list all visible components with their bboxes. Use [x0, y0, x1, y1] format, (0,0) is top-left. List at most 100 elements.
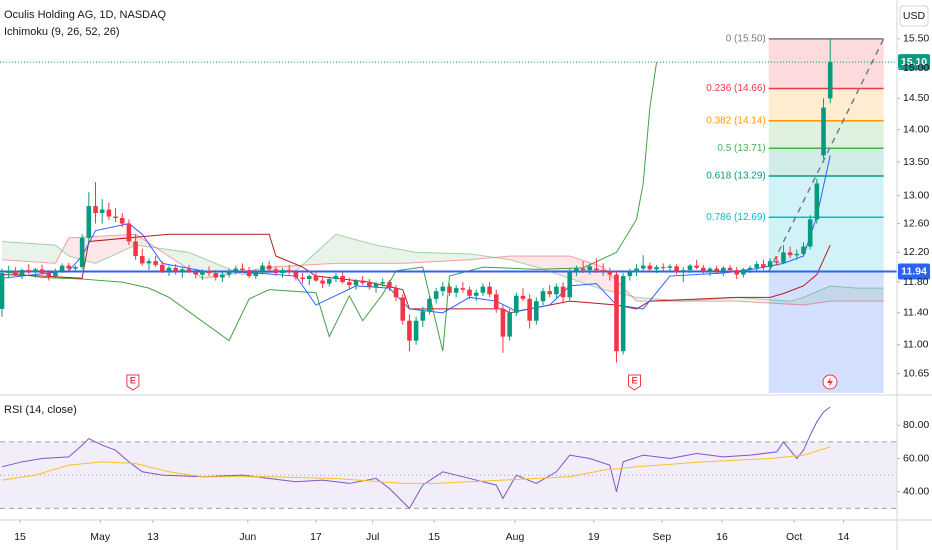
candle-body — [807, 219, 813, 247]
candle-body — [126, 223, 132, 242]
candle-body — [153, 261, 158, 265]
cloud — [95, 236, 99, 264]
cloud — [516, 256, 520, 263]
cloud — [162, 248, 166, 254]
cloud — [142, 238, 146, 247]
candle-body — [220, 274, 225, 278]
candle-body — [393, 288, 399, 298]
cloud — [189, 252, 193, 272]
y-tick-label: 40.00 — [903, 486, 929, 498]
candle-body — [293, 272, 299, 278]
y-tick-label: 14.50 — [903, 92, 929, 104]
candle-body — [600, 270, 606, 272]
cloud — [603, 267, 607, 291]
cloud — [329, 237, 333, 264]
cloud — [880, 288, 884, 302]
ichimoku-chikou — [1, 62, 658, 352]
earnings-label: E — [632, 375, 638, 385]
cloud — [22, 242, 26, 262]
cloud — [756, 298, 761, 303]
cloud — [178, 250, 183, 265]
candle-body — [640, 265, 646, 269]
currency-button[interactable] — [899, 5, 929, 27]
cloud — [553, 256, 557, 274]
fib-label: 0.786 (12.69) — [706, 212, 766, 223]
candle-body — [427, 298, 432, 312]
cloud — [826, 285, 831, 302]
cloud — [469, 253, 473, 260]
cloud — [18, 242, 23, 262]
cloud — [486, 256, 490, 259]
candle-body — [380, 282, 386, 284]
candle-body — [320, 280, 325, 284]
cloud — [459, 253, 463, 261]
candle-body — [827, 62, 833, 99]
candle-body — [694, 265, 699, 268]
candle-body — [173, 267, 178, 272]
fib-band — [768, 176, 884, 218]
cloud — [860, 288, 864, 302]
cloud — [355, 239, 360, 264]
candle-body — [0, 273, 5, 309]
candle-body — [266, 265, 272, 270]
price-tag — [898, 263, 930, 280]
candle-body — [520, 295, 526, 299]
candle-body — [814, 183, 820, 220]
cloud — [32, 243, 36, 262]
x-tick-label: 15 — [14, 531, 26, 543]
candle-body — [253, 271, 259, 277]
cloud — [549, 256, 554, 273]
cloud — [386, 246, 390, 264]
candle-body — [180, 269, 185, 272]
y-tick-label: 12.60 — [903, 217, 929, 229]
cloud — [35, 243, 39, 263]
candle-body — [246, 270, 252, 277]
candle-body — [594, 268, 599, 271]
cloud — [416, 252, 420, 263]
y-tick-label: 10.65 — [903, 367, 929, 379]
candle-body — [467, 289, 472, 296]
cloud — [466, 253, 470, 260]
cloud — [556, 256, 560, 275]
cloud — [770, 299, 774, 304]
cloud — [760, 299, 764, 303]
x-tick-label: 16 — [716, 531, 728, 543]
candle-body — [774, 261, 780, 263]
cloud — [776, 300, 781, 304]
candle-body — [447, 286, 452, 293]
cloud — [339, 235, 343, 264]
candle-body — [667, 266, 673, 268]
candle-body — [607, 271, 613, 275]
candle-body — [767, 261, 773, 268]
cloud — [479, 255, 483, 259]
candle-body — [701, 267, 706, 272]
cloud — [332, 234, 336, 264]
candle-body — [627, 272, 633, 277]
cloud — [833, 286, 837, 302]
cloud — [219, 264, 223, 276]
cloud — [199, 256, 203, 279]
cloud — [713, 298, 717, 302]
candle-body — [166, 267, 172, 271]
candle-body — [634, 268, 639, 273]
cloud — [315, 249, 320, 265]
y-tick-label: 11.80 — [903, 276, 929, 288]
cloud — [65, 237, 69, 257]
cloud — [803, 295, 807, 306]
candle-body — [407, 320, 412, 341]
x-tick-label: 13 — [147, 531, 159, 543]
cloud — [38, 243, 43, 263]
cloud — [319, 246, 323, 265]
cloud — [92, 236, 96, 264]
price-tag — [898, 54, 930, 71]
candle-body — [821, 107, 826, 156]
cloud — [633, 296, 637, 302]
cloud — [740, 297, 744, 302]
cloud — [746, 298, 751, 302]
candle-body — [787, 252, 793, 256]
fib-label: 0 (15.50) — [726, 33, 766, 44]
cloud — [502, 256, 507, 260]
cloud — [733, 297, 737, 302]
cloud — [836, 286, 841, 302]
cloud — [506, 256, 510, 260]
